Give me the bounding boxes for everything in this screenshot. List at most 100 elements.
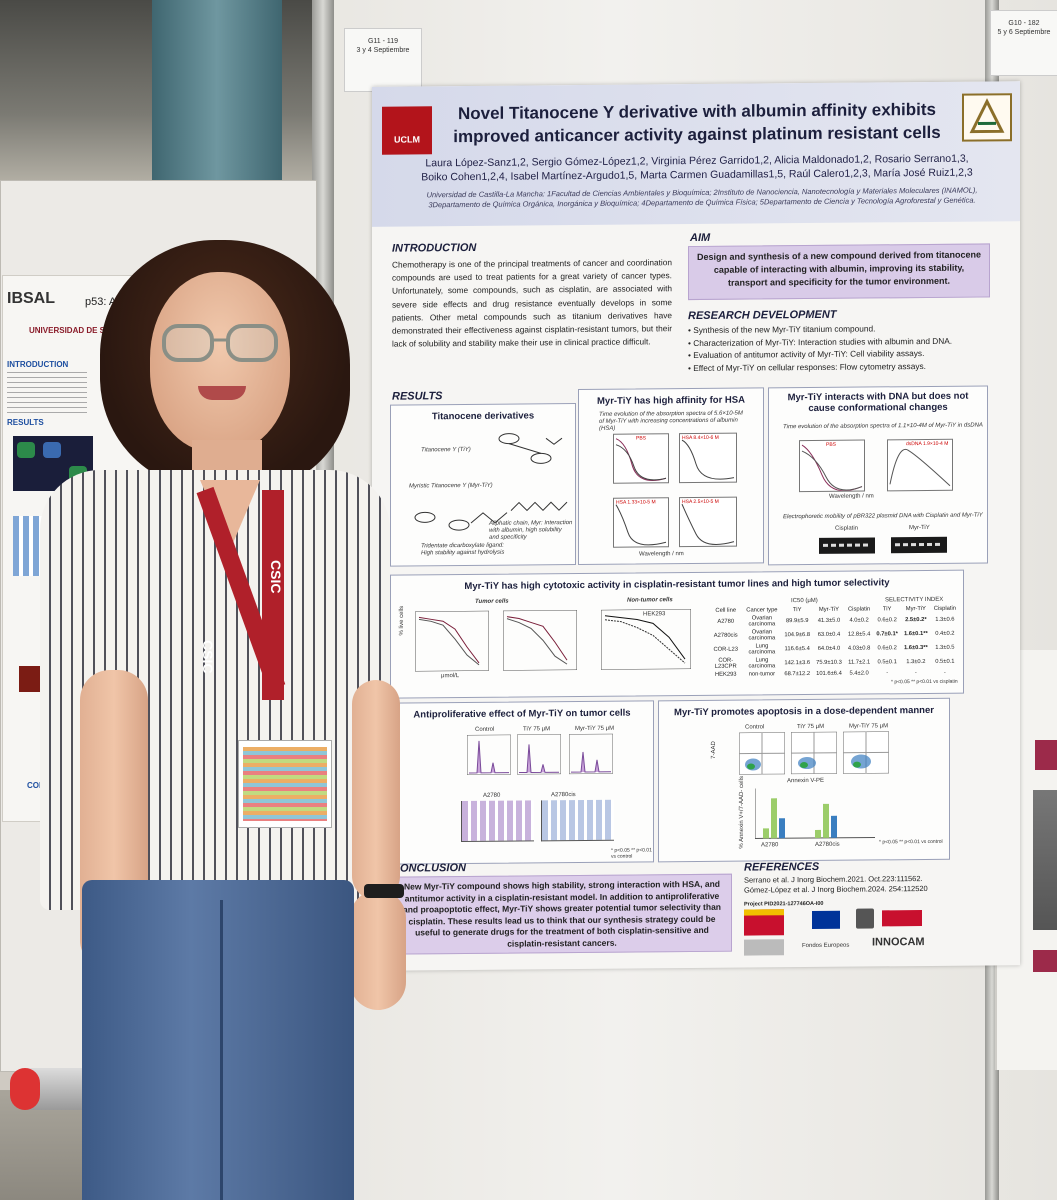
hsa-panel: Myr-TiY has high affinity for HSA Time e…: [578, 387, 764, 566]
apoptosis-yaxis: 7-AAD: [711, 741, 717, 759]
introduction-text: Chemotherapy is one of the principal tre…: [392, 257, 672, 349]
apoptosis-ylabel: % Annexin V+/7-AAD- cells: [739, 776, 745, 849]
person-face: [150, 272, 290, 452]
conclusion-heading: CONCLUSION: [392, 862, 466, 875]
tridentate-label: Tridentate dicarboxylate ligand: High st…: [421, 542, 505, 557]
cytotox-plot-hek293: [601, 609, 691, 670]
aim-box: Design and synthesis of a new compound d…: [688, 243, 990, 301]
table-header: TiY: [792, 607, 802, 614]
results-heading: RESULTS: [392, 390, 443, 403]
cytotox-panel: Myr-TiY has high cytotoxic activity in c…: [390, 569, 964, 699]
dna-label-dsdna: dsDNA 1.9×10-4 M: [906, 440, 949, 448]
group-logo: [962, 93, 1012, 142]
neighbour-intro-heading: INTRODUCTION: [7, 360, 69, 369]
reference-2: Gómez-López et al. J Inorg Biochem.2024.…: [744, 883, 928, 895]
hsa-title: Myr-TiY has high affinity for HSA: [597, 394, 745, 407]
nontumor-cells-label: Non-tumor cells: [627, 597, 673, 604]
antiprolif-label-myr: Myr-TiY 75 μM: [575, 725, 615, 733]
neighbour-results-heading: RESULTS: [7, 418, 44, 427]
research-item: • Effect of Myr-TiY on cellular response…: [688, 360, 926, 373]
person-right-hand: [350, 890, 406, 1010]
neighbour-text-block: [7, 372, 87, 417]
booth-tag-left: G11 - 119 3 y 4 Septiembre: [344, 28, 422, 92]
uclm-logo: [382, 106, 432, 155]
poster-tube-cap: [10, 1068, 40, 1110]
teal-pillar: [152, 0, 282, 180]
references-heading: REFERENCES: [744, 860, 820, 874]
apoptosis-xlabel: Annexin V-PE: [787, 777, 825, 785]
person-jeans: [82, 880, 354, 1200]
table-header: TiY: [882, 606, 892, 613]
table-header: Cisplatin: [847, 606, 871, 613]
hsa-label-pbs: PBS: [636, 435, 647, 442]
research-list: • Synthesis of the new Myr-TiY titanium …: [688, 321, 998, 374]
project-code: Project PID2021-127746OA-I00: [744, 900, 824, 908]
dna-caption: Time evolution of the absorption spectra…: [783, 422, 983, 431]
hek293-tag: HEK293: [643, 611, 666, 618]
dotplot-myr: [843, 731, 889, 774]
person-right-arm: [352, 680, 400, 900]
conclusion-box: New Myr-TiY compound shows high stabilit…: [392, 873, 732, 955]
hsa-label-3: HSA 2.5×10-5 M: [682, 498, 719, 506]
table-row: HEK293 non-tumor 68.7±12.2 101.6±6.4 5.4±2.0…: [714, 669, 946, 678]
titanocene-panel: Titanocene derivatives Titanocene Y (TiY…: [390, 403, 576, 567]
dna-title-line2: cause conformational changes: [808, 401, 948, 415]
gel-label-myr: Myr-TiY: [909, 524, 930, 532]
gel-image-cisplatin: [819, 537, 875, 554]
dna-plot-dsdna: dsDNA 1.9×10-4 M: [887, 438, 953, 492]
dna-panel: Myr-TiY interacts with DNA but does not …: [768, 385, 988, 566]
conference-badge: [238, 740, 332, 828]
booth-tag-right-code: G10 - 182: [1008, 20, 1040, 27]
hsa-label-1: HSA 8.4×10-6 M: [682, 434, 719, 442]
apoptosis-label-control: Control: [745, 724, 765, 731]
ic50-table: Cell line Cancer type TiY Myr-TiY Cispla…: [709, 605, 959, 679]
antiprolif-bar-label-a2780: A2780: [483, 792, 501, 799]
dna-title: Myr-TiY interacts with DNA but does not …: [769, 390, 987, 414]
research-heading: RESEARCH DEVELOPMENT: [688, 308, 837, 323]
dna-plot-pbs: PBS: [799, 439, 865, 493]
wristwatch-icon: [364, 884, 404, 898]
cytotox-title: Myr-TiY has high cytotoxic activity in c…: [464, 577, 890, 593]
cytotox-plot-a2780: [415, 610, 489, 672]
salamanca-label: UNIVERSIDAD DE SALAMANCA: [29, 326, 152, 335]
hsa-label-2: HSA 1.33×10-5 M: [616, 499, 656, 506]
glasses-icon: [158, 322, 282, 366]
cytotox-plot-corl23: [503, 610, 577, 671]
booth-tag-right-dates: 5 y 6 Septiembre: [997, 29, 1051, 36]
apoptosis-panel: Myr-TiY promotes apoptosis in a dose-dep…: [658, 697, 950, 863]
antiprolif-bars-a2780: [461, 800, 534, 843]
main-poster: UCLM Novel Titanocene Y derivative with …: [372, 81, 1020, 971]
person-smile: [198, 386, 246, 400]
hsa-plot-1: HSA 8.4×10-6 M: [679, 432, 737, 484]
myr-tiy-label: Myristic Titanocene Y (Myr-TiY): [409, 482, 493, 490]
gel-label-cisplatin: Cisplatin: [835, 525, 859, 532]
lanyard-right: [262, 490, 284, 700]
tiy-label: Titanocene Y (TiY): [421, 446, 471, 454]
innocam-logo: INNOCAM: [872, 936, 925, 949]
tumor-cells-label: Tumor cells: [475, 598, 509, 605]
aim-heading: AIM: [690, 231, 711, 245]
apoptosis-label-tiy: TiY 75 μM: [797, 723, 825, 731]
cytotox-ylabel: % live cells: [399, 605, 405, 636]
fondos-europeos-label: Fondos Europeos: [802, 942, 850, 950]
aei-logo: [856, 908, 874, 929]
booth-tag-right: G10 - 182 5 y 6 Septiembre: [990, 10, 1057, 76]
antiprolif-title: Antiproliferative effect of Myr-TiY on t…: [413, 707, 631, 721]
dotplot-control: [739, 732, 785, 775]
cytotox-footnote: * p<0.05 ** p<0.01 vs cisplatin: [891, 678, 958, 686]
table-header: Cisplatin: [933, 605, 956, 612]
gel-image-myr: [891, 536, 947, 554]
dotplot-tiy: [791, 731, 837, 775]
apoptosis-bar-label-a2780cis: A2780cis: [815, 841, 840, 848]
booth-tag-left-dates: 3 y 4 Septiembre: [356, 47, 410, 54]
hsa-plot-pbs: PBS: [613, 433, 669, 484]
titanocene-title: Titanocene derivatives: [431, 410, 535, 423]
si-header: SELECTIVITY INDEX: [885, 596, 944, 604]
lanyard-text: CSIC: [268, 560, 284, 594]
lanyard-text-2: CSIC: [200, 640, 216, 674]
references-list: Serrano et al. J Inorg Biochem.2021. Oct…: [744, 873, 1014, 909]
dna-xlabel: Wavelength / nm: [829, 493, 874, 500]
spain-ministry-logo: [744, 909, 784, 936]
histogram-tiy: [517, 734, 561, 775]
apoptosis-bar-label-a2780: A2780: [761, 842, 779, 849]
